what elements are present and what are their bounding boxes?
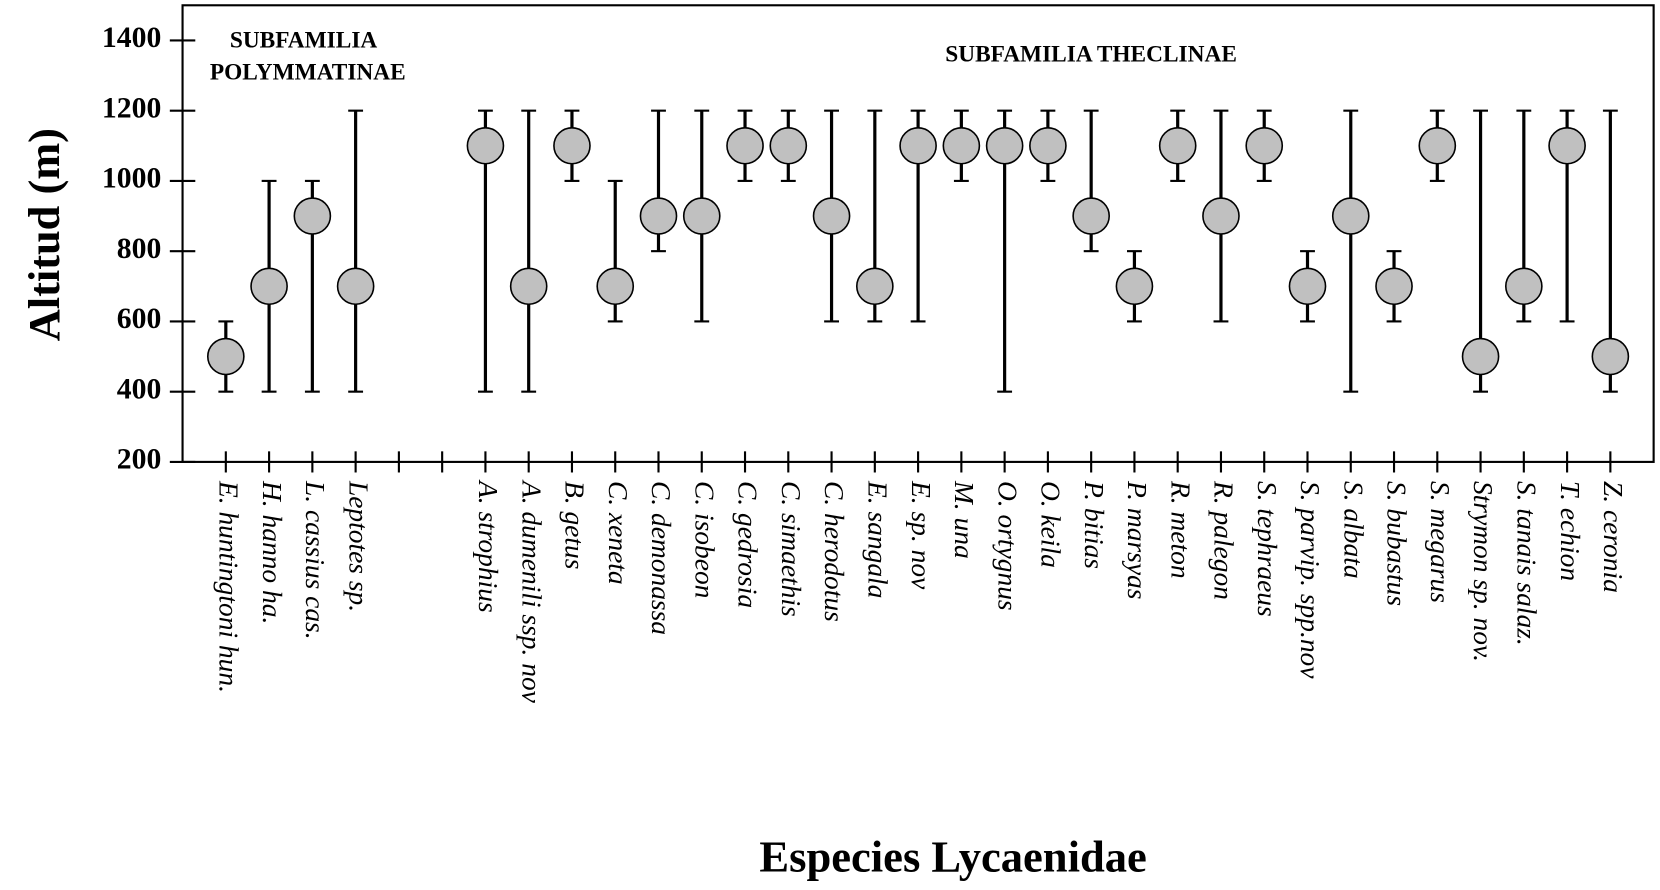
x-tick-label: Leptotes sp. <box>343 480 374 612</box>
point <box>596 267 635 306</box>
y-tick-label: 1000 <box>102 163 161 195</box>
x-tick-label: E. sangala <box>862 480 893 598</box>
x-tick-label: S. tephraeus <box>1252 481 1283 617</box>
annotation: SUBFAMILIA <box>230 28 378 54</box>
x-tick-label: A. strophius <box>473 479 504 613</box>
x-tick-label: O. ortygnus <box>992 481 1023 611</box>
x-tick-label: O. keila <box>1036 481 1067 568</box>
point <box>726 127 764 165</box>
point <box>1375 267 1413 306</box>
x-tick-label: C. demonassa <box>646 481 677 635</box>
point <box>1245 127 1284 165</box>
point <box>1158 127 1197 165</box>
annotation: POLYMMATINAE <box>210 59 406 85</box>
point <box>812 197 851 235</box>
x-tick-label: T. echion <box>1555 481 1586 581</box>
point <box>985 127 1024 165</box>
x-tick-label: Z. ceronia <box>1598 481 1629 593</box>
x-tick-label: Strymon sp. nov. <box>1468 481 1499 662</box>
x-tick-label: H. hanno ha. <box>257 480 288 624</box>
point <box>1461 337 1500 376</box>
x-tick-label: P. marsyas <box>1122 480 1153 600</box>
point <box>1418 127 1457 165</box>
point <box>1072 197 1111 235</box>
x-tick-label: C. gedrosia <box>733 481 764 608</box>
point <box>855 267 894 306</box>
y-tick-label: 1200 <box>102 92 161 124</box>
x-tick-label: B. getus <box>560 481 591 569</box>
point <box>1202 197 1240 235</box>
point <box>336 267 375 306</box>
x-tick-label: S. parvip. spp.nov <box>1295 481 1326 679</box>
y-tick-label: 800 <box>117 233 162 265</box>
x-tick-label: S. albata <box>1338 481 1369 579</box>
x-tick-label: P. bitias <box>1079 480 1110 569</box>
x-tick-label: L. cassius cas. <box>300 480 331 640</box>
point <box>639 197 678 235</box>
x-tick-label: E. huntingtoni hun. <box>213 480 244 693</box>
x-tick-label: R. meton <box>1165 480 1196 579</box>
x-tick-label: C. herodotus <box>819 481 850 622</box>
point <box>206 337 245 376</box>
point <box>1548 127 1586 165</box>
point <box>899 127 937 165</box>
point <box>293 197 332 235</box>
point <box>553 127 591 165</box>
point <box>1591 337 1630 376</box>
x-tick-label: S. tanais salaz. <box>1511 481 1542 646</box>
x-tick-label: S. megarus <box>1425 481 1456 603</box>
point <box>1288 267 1327 306</box>
point <box>1331 197 1370 235</box>
point <box>942 127 981 165</box>
point <box>769 127 808 165</box>
annotation: SUBFAMILIA THECLINAE <box>945 41 1237 67</box>
point <box>466 127 505 165</box>
x-tick-label: M. una <box>949 480 980 559</box>
y-tick-label: 600 <box>117 303 162 335</box>
x-tick-label: S. bubastus <box>1382 481 1413 606</box>
x-tick-label: C. simaethis <box>776 481 807 617</box>
y-tick-label: 400 <box>117 373 162 405</box>
x-tick-label: C. isobeon <box>689 481 720 598</box>
y-axis-title: Altitud (m) <box>19 128 69 341</box>
point <box>682 197 721 235</box>
point <box>250 267 288 306</box>
x-tick-label: C. xeneta <box>603 481 634 585</box>
point <box>1115 267 1154 306</box>
point <box>1029 127 1067 165</box>
x-tick-label: A. dumenili ssp. nov <box>516 479 547 704</box>
y-tick-label: 1400 <box>102 22 161 54</box>
point <box>509 267 548 306</box>
x-tick-label: E. sp. nov <box>906 480 937 590</box>
x-tick-label: R. palegon <box>1209 480 1240 600</box>
point <box>1504 267 1543 306</box>
x-axis-title: Especies Lycaenidae <box>759 832 1146 882</box>
y-tick-label: 200 <box>117 444 162 476</box>
